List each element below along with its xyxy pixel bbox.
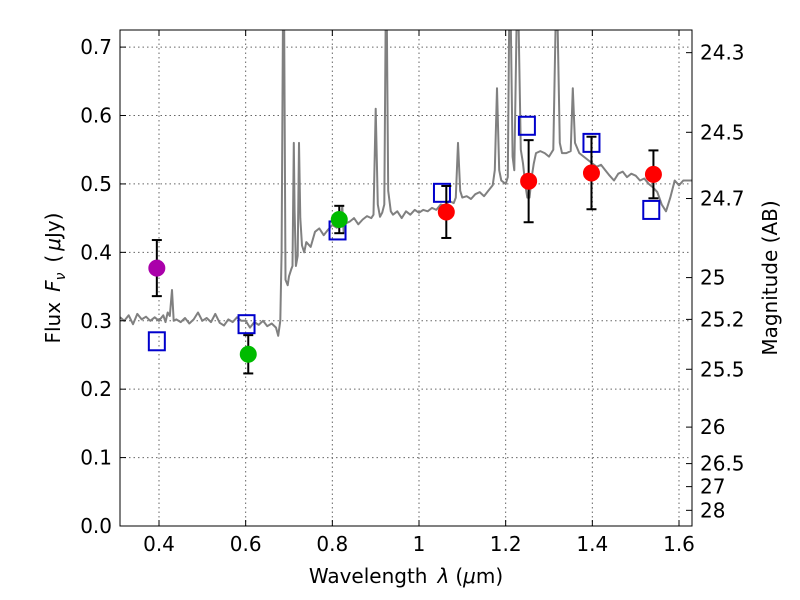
- observed-flux-point: [582, 164, 600, 182]
- observed-flux-point: [330, 211, 348, 229]
- y-axis-label: FluxFν(μJy): [41, 212, 69, 343]
- x-tick-label: 1.4: [576, 532, 608, 556]
- model-photometry-square: [237, 314, 256, 335]
- x-tick-label: 1.2: [490, 532, 522, 556]
- y-tick-label: 0.4: [80, 240, 112, 264]
- y-tick-label: 0.7: [80, 35, 112, 59]
- y2-tick-label: 27: [700, 475, 725, 499]
- plot-area-data: [120, 30, 692, 375]
- grid-lines: [120, 30, 692, 526]
- x-tick-label: 0.4: [143, 532, 175, 556]
- x-tick-label: 0.8: [316, 532, 348, 556]
- y-tick-label: 0.0: [80, 514, 112, 538]
- model-photometry-square: [517, 115, 536, 136]
- observed-flux-point: [239, 345, 257, 363]
- observed-flux-point: [644, 165, 662, 183]
- x-tick-label: 1: [413, 532, 426, 556]
- y-tick-label: 0.5: [80, 172, 112, 196]
- spectrum-line: [120, 30, 692, 337]
- y2-tick-label: 24.3: [700, 41, 745, 65]
- observed-flux-point: [148, 259, 166, 277]
- x-tick-label: 0.6: [230, 532, 262, 556]
- y2-tick-label: 24.7: [700, 187, 745, 211]
- y-tick-label: 0.3: [80, 309, 112, 333]
- x-tick-label: 1.6: [663, 532, 695, 556]
- model-photometry-square: [642, 199, 661, 220]
- y2-axis-label: Magnitude (AB): [758, 200, 782, 355]
- x-axis-ticks: 0.4 0.6 0.8 1 1.2 1.4 1.6: [143, 30, 695, 556]
- y-tick-label: 0.1: [80, 446, 112, 470]
- y-axis-ticks: 0.0 0.1 0.2 0.3 0.4 0.5 0.6 0.7: [80, 35, 126, 538]
- y2-tick-label: 26.5: [700, 452, 745, 476]
- model-photometry-square: [147, 331, 166, 352]
- x-axis-label: Wavelength λ (μm): [309, 564, 503, 588]
- y-tick-label: 0.6: [80, 104, 112, 128]
- y2-tick-label: 25.2: [700, 307, 745, 331]
- model-photometry-square: [432, 182, 451, 203]
- observed-flux-point: [437, 203, 455, 221]
- y2-tick-label: 26: [700, 415, 725, 439]
- observed-flux-point: [520, 172, 538, 190]
- y2-tick-label: 25.5: [700, 357, 745, 381]
- y-tick-label: 0.2: [80, 377, 112, 401]
- y2-tick-label: 25: [700, 266, 725, 290]
- y2-tick-label: 28: [700, 498, 725, 522]
- y2-tick-label: 24.5: [700, 120, 745, 144]
